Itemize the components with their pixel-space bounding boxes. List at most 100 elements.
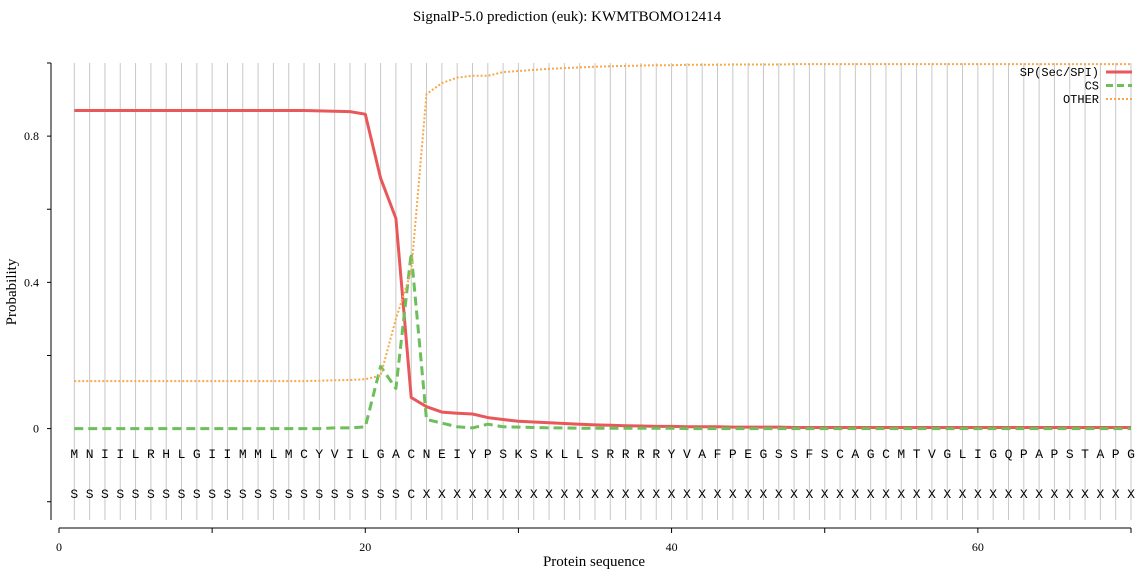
prediction-label: S — [101, 487, 109, 502]
prediction-label: X — [1035, 487, 1043, 502]
sequence-residue: S — [775, 447, 783, 462]
legend-label: CS — [1085, 80, 1099, 94]
sequence-residue: I — [224, 447, 232, 462]
sequence-residue: S — [530, 447, 538, 462]
y-axis-label: Probability — [4, 258, 20, 325]
sequence-residue: P — [1020, 447, 1028, 462]
series-line-cs — [74, 251, 1131, 431]
sequence-residue: R — [637, 447, 645, 462]
sequence-residue: M — [239, 447, 247, 462]
sequence-residue: I — [453, 447, 461, 462]
prediction-label: S — [377, 487, 385, 502]
prediction-label: X — [1066, 487, 1074, 502]
prediction-label: X — [744, 487, 752, 502]
prediction-label: X — [683, 487, 691, 502]
prediction-label: X — [882, 487, 890, 502]
sequence-residue: L — [959, 447, 967, 462]
sequence-residue: S — [821, 447, 829, 462]
prediction-label: X — [530, 487, 538, 502]
vertical-gridlines — [73, 63, 1132, 520]
prediction-label: X — [453, 487, 461, 502]
sequence-residue: C — [882, 447, 890, 462]
prediction-label: S — [361, 487, 369, 502]
prediction-label: X — [591, 487, 599, 502]
sequence-residue: Y — [469, 447, 477, 462]
sequence-residue: P — [729, 447, 737, 462]
sequence-residue: G — [989, 447, 997, 462]
series-lines — [74, 63, 1131, 431]
prediction-label: X — [1051, 487, 1059, 502]
prediction-label: S — [300, 487, 308, 502]
prediction-label: X — [760, 487, 768, 502]
sequence-residue: N — [423, 447, 431, 462]
prediction-label: X — [836, 487, 844, 502]
prediction-label: X — [1096, 487, 1104, 502]
sequence-residue: I — [346, 447, 354, 462]
sequence-residue: M — [897, 447, 905, 462]
sequence-residue: K — [545, 447, 553, 462]
prediction-label: X — [622, 487, 630, 502]
prediction-label: S — [162, 487, 170, 502]
prediction-label: X — [1081, 487, 1089, 502]
sequence-residue: E — [744, 447, 752, 462]
sequence-residue: N — [86, 447, 94, 462]
sequence-residue: R — [606, 447, 614, 462]
prediction-label: X — [1112, 487, 1120, 502]
sequence-residue: H — [162, 447, 170, 462]
sequence-residue: L — [269, 447, 277, 462]
sequence-residue: I — [208, 447, 216, 462]
sequence-residue: G — [377, 447, 385, 462]
sequence-residue: G — [867, 447, 875, 462]
sequence-residue: I — [101, 447, 109, 462]
x-tick-label: 60 — [972, 540, 984, 554]
prediction-label: X — [668, 487, 676, 502]
prediction-label: X — [959, 487, 967, 502]
prediction-label: S — [239, 487, 247, 502]
sequence-residue: L — [576, 447, 584, 462]
prediction-label: X — [438, 487, 446, 502]
prediction-label: S — [269, 487, 277, 502]
sequence-residue: Y — [668, 447, 676, 462]
prediction-label: C — [407, 487, 415, 502]
sequence-residue: V — [683, 447, 691, 462]
sequence-residue: G — [760, 447, 768, 462]
sequence-residue: Y — [315, 447, 323, 462]
sequence-residue: S — [499, 447, 507, 462]
sequence-residue: F — [714, 447, 722, 462]
prediction-label: X — [545, 487, 553, 502]
sequence-residue: C — [407, 447, 415, 462]
legend-label: SP(Sec/SPI) — [1020, 66, 1099, 80]
x-tick-label: 20 — [359, 540, 371, 554]
prediction-label: X — [974, 487, 982, 502]
sequence-residue: L — [178, 447, 186, 462]
sequence-residue: A — [1035, 447, 1043, 462]
x-tick-label: 40 — [666, 540, 678, 554]
prediction-label: X — [1020, 487, 1028, 502]
prediction-label: X — [943, 487, 951, 502]
sequence-residue: L — [132, 447, 140, 462]
prediction-label: S — [315, 487, 323, 502]
sequence-residue: L — [560, 447, 568, 462]
prediction-label: S — [147, 487, 155, 502]
prediction-label: X — [1127, 487, 1135, 502]
sequence-residue: C — [300, 447, 308, 462]
prediction-label: S — [70, 487, 78, 502]
sequence-residue: R — [622, 447, 630, 462]
prediction-label: S — [86, 487, 94, 502]
prediction-label: X — [484, 487, 492, 502]
prediction-label: X — [775, 487, 783, 502]
prediction-label: X — [560, 487, 568, 502]
sequence-residue: S — [790, 447, 798, 462]
prediction-label: X — [576, 487, 584, 502]
sequence-residue: C — [836, 447, 844, 462]
sequence-residue: R — [652, 447, 660, 462]
sequence-residue: P — [484, 447, 492, 462]
prediction-label: X — [423, 487, 431, 502]
sequence-residue: M — [285, 447, 293, 462]
sequence-residue: A — [698, 447, 706, 462]
prediction-label: X — [698, 487, 706, 502]
sequence-residue: P — [1112, 447, 1120, 462]
y-tick-label: 0.4 — [24, 275, 39, 289]
prediction-label: S — [116, 487, 124, 502]
sequence-residue: G — [1127, 447, 1135, 462]
